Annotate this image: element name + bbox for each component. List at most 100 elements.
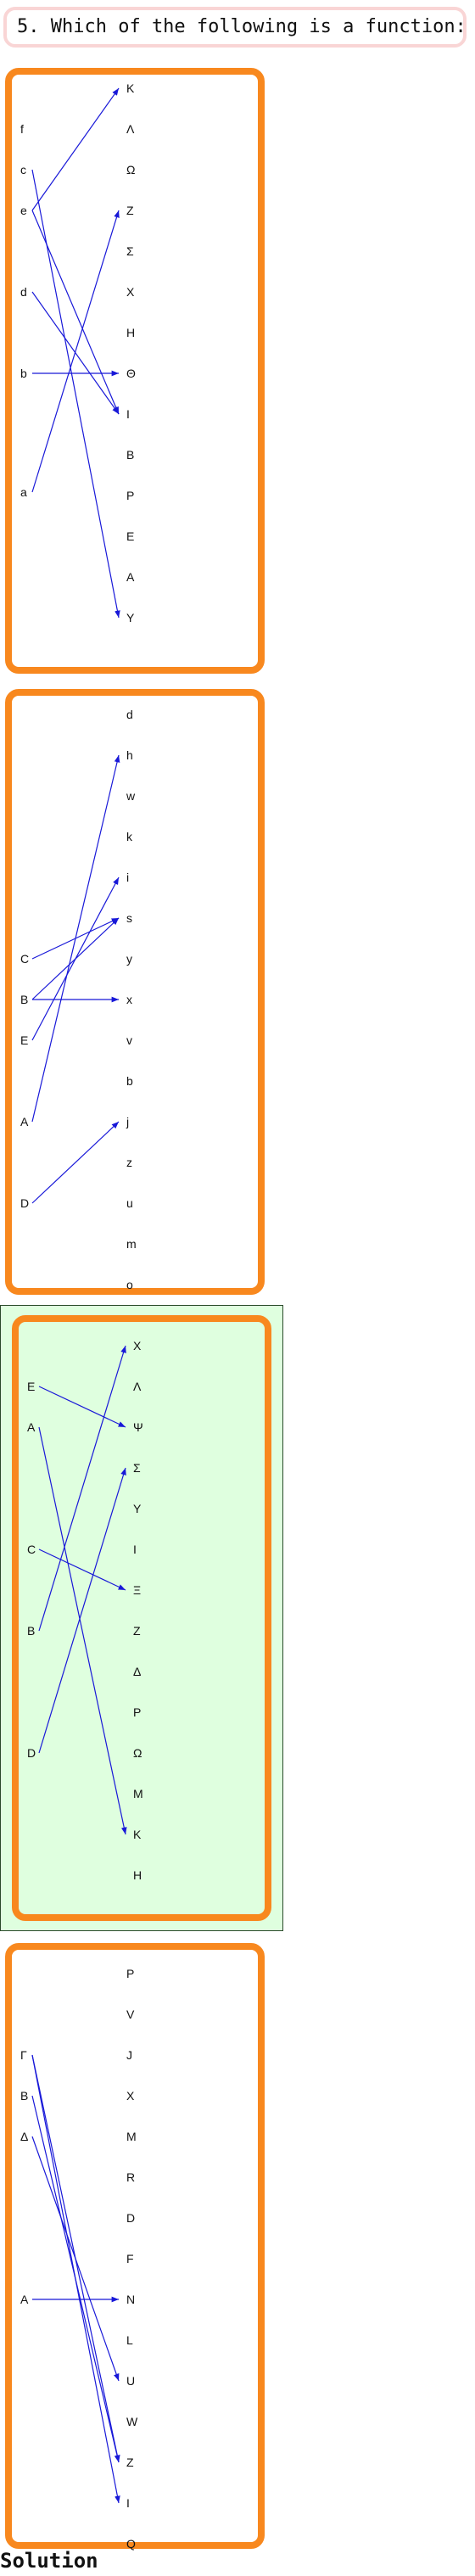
mapping-arrow — [31, 169, 120, 619]
question-box: 5. Which of the following is a function: — [3, 7, 467, 48]
codomain-label: I — [126, 2496, 130, 2510]
domain-label: c — [20, 163, 26, 176]
domain-label: C — [27, 1543, 36, 1556]
codomain-label: u — [126, 1196, 133, 1210]
mapping-arrow — [31, 210, 120, 493]
mapping-diagram: E A C B D X Λ Ψ Σ Y I Ξ Z Δ P Ω M K H — [27, 1339, 143, 1882]
mapping-arrow — [31, 2136, 120, 2382]
mapping-diagram: C B E A Dd h w k i s y x v b j z u m o — [20, 708, 137, 1291]
codomain-label: Λ — [133, 1380, 142, 1393]
domain-label: A — [20, 1115, 29, 1128]
mapping-diagram: Γ B Δ A P V J X M R D F N L U W Z I Q — [20, 1967, 138, 2551]
codomain-label: Y — [126, 611, 135, 624]
mapping-arrow — [38, 1548, 126, 1591]
mapping-arrow — [38, 1345, 126, 1632]
codomain-label: F — [126, 2252, 134, 2265]
codomain-label: I — [126, 407, 130, 421]
mapping-arrow — [31, 754, 120, 1123]
domain-label: D — [27, 1746, 36, 1760]
codomain-label: P — [126, 489, 134, 502]
domain-label: Γ — [20, 2048, 27, 2062]
codomain-label: x — [126, 993, 132, 1006]
diagram-c-panel[interactable]: E A C B D X Λ Ψ Σ Y I Ξ Z Δ P Ω M K H — [12, 1315, 271, 1921]
domain-label: b — [20, 367, 27, 380]
codomain-label: K — [126, 81, 135, 95]
codomain-label: Σ — [126, 244, 134, 258]
domain-label: E — [20, 1033, 28, 1047]
domain-label: B — [20, 2089, 28, 2103]
mapping-arrow — [31, 210, 120, 415]
codomain-label: d — [126, 708, 133, 721]
codomain-label: X — [133, 1339, 142, 1352]
domain-label: A — [27, 1420, 36, 1434]
mapping-arrow — [31, 2095, 120, 2463]
codomain-label: o — [126, 1278, 133, 1291]
codomain-label: M — [126, 2130, 137, 2143]
codomain-label: z — [126, 1156, 132, 1169]
mapping-arrow — [31, 87, 120, 211]
codomain-label: A — [126, 570, 135, 584]
domain-label: d — [20, 285, 27, 299]
codomain-label: Σ — [133, 1461, 141, 1475]
codomain-label: k — [126, 830, 133, 843]
codomain-label: Ω — [126, 163, 135, 176]
domain-label: B — [27, 1624, 35, 1638]
mapping-arrow — [38, 1426, 127, 1835]
codomain-label: Z — [126, 204, 134, 217]
codomain-label: Ω — [133, 1746, 142, 1760]
codomain-label: Δ — [133, 1665, 141, 1678]
domain-label: C — [20, 952, 29, 966]
solution-highlight — [0, 1305, 283, 1931]
domain-label: Δ — [20, 2130, 28, 2143]
codomain-label: v — [126, 1033, 132, 1047]
codomain-label: Y — [133, 1502, 142, 1515]
domain-label: a — [20, 485, 27, 499]
codomain-label: P — [126, 1967, 134, 1980]
codomain-label: Z — [133, 1624, 141, 1638]
codomain-label: K — [133, 1828, 142, 1841]
codomain-label: Q — [126, 2537, 136, 2551]
diagram-a-panel[interactable]: f c e d b a K Λ Ω Z Σ X H Θ I B P E A Y — [5, 68, 265, 674]
codomain-label: E — [126, 529, 134, 543]
solution-label: Solution — [0, 2549, 98, 2573]
codomain-label: X — [126, 2089, 135, 2103]
mapping-arrow — [38, 1386, 126, 1428]
mapping-arrow — [38, 1467, 126, 1754]
mapping-arrow — [31, 876, 120, 1041]
codomain-label: b — [126, 1074, 133, 1088]
codomain-label: Θ — [126, 367, 136, 380]
domain-label: A — [20, 2293, 29, 2306]
codomain-label: Ξ — [133, 1583, 141, 1597]
mapping-arrow — [31, 1121, 120, 1204]
codomain-label: B — [126, 448, 134, 462]
codomain-label: Λ — [126, 122, 135, 136]
codomain-label: P — [133, 1705, 141, 1719]
codomain-label: W — [126, 2415, 138, 2428]
codomain-label: H — [133, 1868, 142, 1882]
codomain-label: Z — [126, 2456, 134, 2469]
codomain-label: Ψ — [133, 1420, 143, 1434]
codomain-label: m — [126, 1237, 137, 1251]
codomain-label: i — [126, 871, 129, 884]
codomain-label: U — [126, 2374, 135, 2388]
codomain-label: R — [126, 2170, 135, 2184]
codomain-label: X — [126, 285, 135, 299]
codomain-label: y — [126, 952, 132, 966]
codomain-label: J — [126, 2048, 132, 2062]
domain-label: E — [27, 1380, 35, 1393]
domain-label: e — [20, 204, 27, 217]
codomain-label: D — [126, 2211, 135, 2225]
domain-label: D — [20, 1196, 29, 1210]
codomain-label: j — [126, 1115, 129, 1128]
codomain-label: N — [126, 2293, 135, 2306]
codomain-label: h — [126, 748, 133, 762]
codomain-label: L — [126, 2333, 133, 2347]
domain-label: B — [20, 993, 28, 1006]
question-text: 5. Which of the following is a function: — [17, 16, 467, 37]
codomain-label: I — [133, 1543, 137, 1556]
diagram-d-panel[interactable]: Γ B Δ A P V J X M R D F N L U W Z I Q — [5, 1943, 265, 2551]
mapping-diagram: f c e d b a K Λ Ω Z Σ X H Θ I B P E A Y — [20, 81, 136, 624]
codomain-label: H — [126, 326, 135, 339]
codomain-label: M — [133, 1787, 143, 1800]
